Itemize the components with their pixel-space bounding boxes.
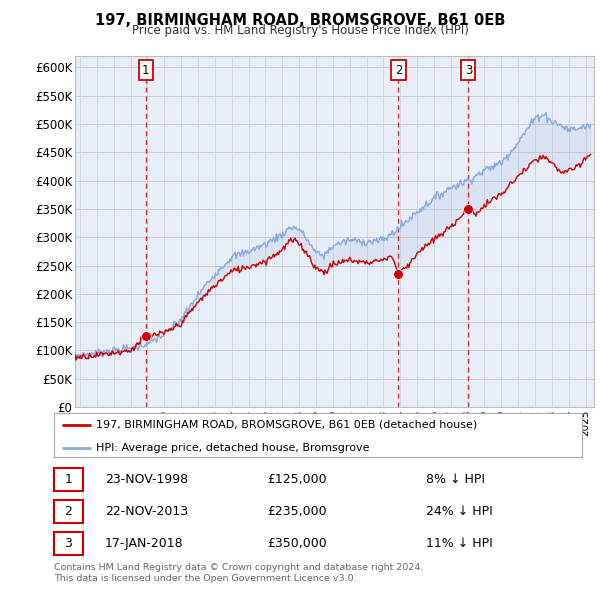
Text: 1: 1	[142, 64, 149, 77]
Text: Contains HM Land Registry data © Crown copyright and database right 2024.: Contains HM Land Registry data © Crown c…	[54, 563, 424, 572]
Text: 1: 1	[64, 473, 73, 486]
Text: This data is licensed under the Open Government Licence v3.0.: This data is licensed under the Open Gov…	[54, 574, 356, 583]
Text: 17-JAN-2018: 17-JAN-2018	[105, 537, 184, 550]
Text: £350,000: £350,000	[267, 537, 327, 550]
Text: £235,000: £235,000	[267, 505, 327, 518]
Text: 3: 3	[64, 537, 73, 550]
Text: 11% ↓ HPI: 11% ↓ HPI	[426, 537, 493, 550]
Text: 2: 2	[64, 505, 73, 518]
Text: 197, BIRMINGHAM ROAD, BROMSGROVE, B61 0EB: 197, BIRMINGHAM ROAD, BROMSGROVE, B61 0E…	[95, 13, 505, 28]
Text: 197, BIRMINGHAM ROAD, BROMSGROVE, B61 0EB (detached house): 197, BIRMINGHAM ROAD, BROMSGROVE, B61 0E…	[96, 420, 478, 430]
Text: 8% ↓ HPI: 8% ↓ HPI	[426, 473, 485, 486]
Text: Price paid vs. HM Land Registry's House Price Index (HPI): Price paid vs. HM Land Registry's House …	[131, 24, 469, 37]
Text: £125,000: £125,000	[267, 473, 327, 486]
Text: 24% ↓ HPI: 24% ↓ HPI	[426, 505, 493, 518]
Text: 3: 3	[465, 64, 472, 77]
Text: 2: 2	[395, 64, 402, 77]
Text: 23-NOV-1998: 23-NOV-1998	[105, 473, 188, 486]
Text: 22-NOV-2013: 22-NOV-2013	[105, 505, 188, 518]
Text: HPI: Average price, detached house, Bromsgrove: HPI: Average price, detached house, Brom…	[96, 442, 370, 453]
